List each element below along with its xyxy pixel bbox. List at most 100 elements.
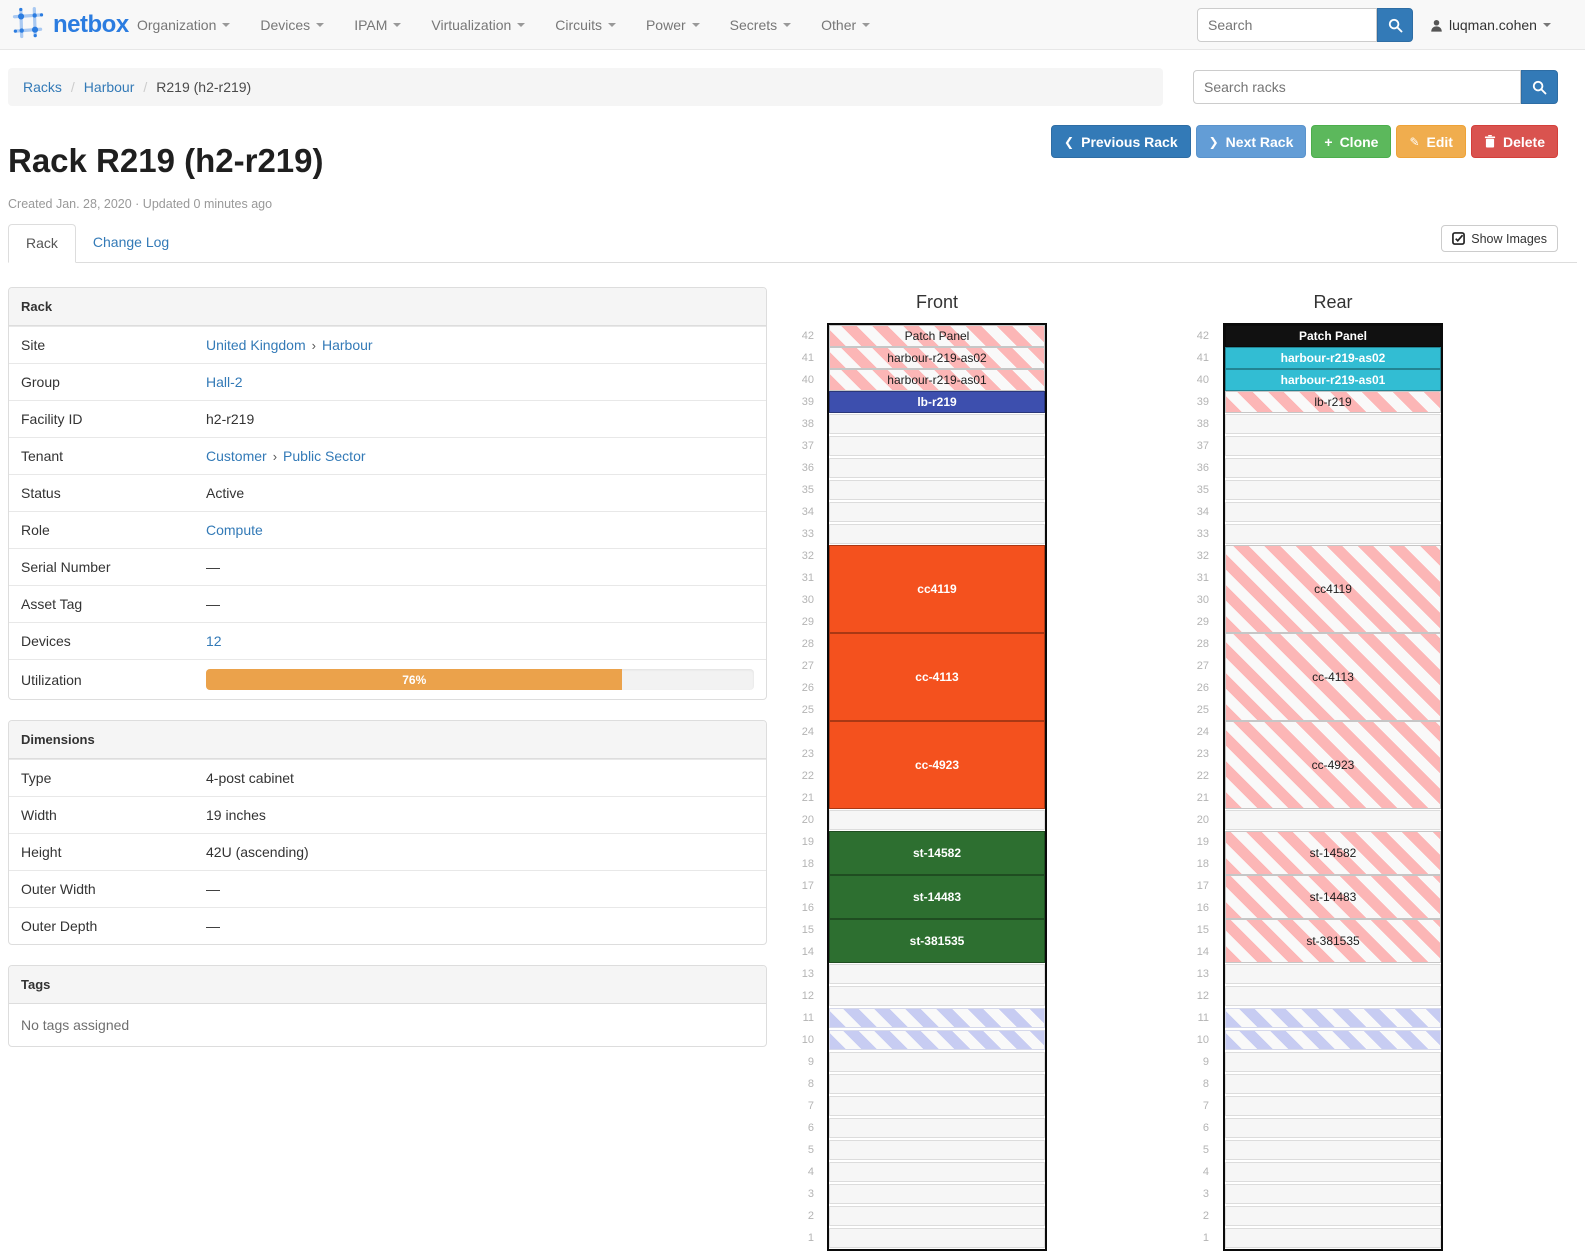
unit-number: 6 (1202, 1122, 1209, 1134)
device-block-harbour-r219-as02[interactable]: harbour-r219-as02 (829, 347, 1045, 369)
detail-label: Devices (21, 633, 71, 649)
device-block-lb-r219[interactable]: lb-r219 (1225, 391, 1441, 413)
nav-item-organization[interactable]: Organization (122, 0, 245, 50)
chevron-down-icon (316, 23, 325, 27)
device-block-cc4119[interactable]: cc4119 (1225, 545, 1441, 633)
detail-value: Active (206, 485, 754, 501)
rack-unit-empty (1225, 1228, 1441, 1248)
delete-button[interactable]: Delete (1470, 125, 1558, 158)
chevron-down-icon (862, 23, 871, 27)
nav-item-circuits[interactable]: Circuits (540, 0, 631, 50)
pencil-icon: ✎ (1409, 134, 1420, 149)
unit-number: 9 (1202, 1056, 1209, 1068)
unit-number: 32 (801, 550, 814, 562)
unit-number: 13 (801, 968, 814, 980)
show-images-button[interactable]: Show Images (1441, 225, 1558, 252)
rack-search-input[interactable] (1193, 70, 1521, 104)
nav-item-secrets[interactable]: Secrets (715, 0, 806, 50)
user-menu[interactable]: luqman.cohen (1430, 0, 1551, 50)
chevron-down-icon (783, 23, 792, 27)
detail-link[interactable]: Public Sector (283, 448, 366, 464)
nav-item-power[interactable]: Power (631, 0, 715, 50)
detail-link[interactable]: 12 (206, 633, 222, 649)
detail-value: 76% (206, 669, 754, 690)
check-square-icon (1452, 232, 1466, 245)
unit-number: 22 (801, 770, 814, 782)
chevron-left-icon: ❮ (1064, 134, 1075, 149)
detail-label: Outer Depth (21, 918, 98, 934)
rack-unit-empty (1225, 1074, 1441, 1094)
next-rack-button[interactable]: ❯ Next Rack (1195, 125, 1307, 158)
rack-unit-empty (1225, 1118, 1441, 1138)
device-block-cc-4923[interactable]: cc-4923 (829, 721, 1045, 809)
edit-button[interactable]: ✎ Edit (1396, 125, 1466, 158)
device-block-st-381535[interactable]: st-381535 (1225, 919, 1441, 963)
rack-unit-empty (829, 480, 1045, 500)
detail-link[interactable]: Harbour (321, 337, 373, 353)
panel-title: Dimensions (9, 721, 766, 759)
utilization-progress-bar: 76% (206, 669, 754, 690)
detail-label: Outer Width (21, 881, 96, 897)
unit-numbers-rear: 42 41 40 39 38 37 36 35 34 33 32 31 30 29 28 27 26 25 24 23… (1177, 325, 1209, 1249)
tab-change-log[interactable]: Change Log (92, 234, 170, 250)
unit-number: 24 (1196, 726, 1209, 738)
detail-link[interactable]: Customer (206, 448, 267, 464)
action-buttons: ❮ Previous Rack ❯ Next Rack + Clone ✎ Ed… (1000, 125, 1558, 158)
detail-value: — (206, 596, 754, 612)
rack-unit-empty (1225, 986, 1441, 1006)
rack-unit-empty (1225, 480, 1441, 500)
unit-number: 17 (801, 880, 814, 892)
clone-button[interactable]: + Clone (1311, 125, 1392, 158)
unit-number: 31 (1196, 572, 1209, 584)
rack-unit-empty (1225, 458, 1441, 478)
device-block-cc-4923[interactable]: cc-4923 (1225, 721, 1441, 809)
global-search-button[interactable] (1377, 8, 1413, 42)
tab-rack[interactable]: Rack (8, 224, 76, 263)
device-block-harbour-r219-as01[interactable]: harbour-r219-as01 (829, 369, 1045, 391)
device-block-st-14483[interactable]: st-14483 (1225, 875, 1441, 919)
detail-link[interactable]: Compute (206, 522, 263, 538)
breadcrumb-link[interactable]: Harbour (83, 79, 135, 95)
device-block-st-14582[interactable]: st-14582 (1225, 831, 1441, 875)
nav-item-virtualization[interactable]: Virtualization (416, 0, 540, 50)
unit-number: 6 (807, 1122, 814, 1134)
unit-number: 14 (1196, 946, 1209, 958)
nav-item-other[interactable]: Other (806, 0, 885, 50)
nav-item-ipam[interactable]: IPAM (339, 0, 416, 50)
netbox-brand[interactable]: netbox (10, 0, 129, 50)
created-updated-meta: Created Jan. 28, 2020 · Updated 0 minute… (8, 197, 273, 211)
rack-unit-empty (1225, 1184, 1441, 1204)
unit-number: 42 (801, 330, 814, 342)
previous-rack-button[interactable]: ❮ Previous Rack (1051, 125, 1191, 158)
device-block-lb-r219[interactable]: lb-r219 (829, 391, 1045, 413)
unit-number: 5 (1202, 1144, 1209, 1156)
unit-number: 22 (1196, 770, 1209, 782)
elevation-title-front: Front (915, 292, 958, 312)
device-block-harbour-r219-as01[interactable]: harbour-r219-as01 (1225, 369, 1441, 391)
detail-link[interactable]: United Kingdom (206, 337, 306, 353)
device-block-cc-4113[interactable]: cc-4113 (829, 633, 1045, 721)
device-block-st-14582[interactable]: st-14582 (829, 831, 1045, 875)
rack-unit-empty (829, 1228, 1045, 1248)
detail-row: Width 19 inches (9, 796, 766, 833)
rack-search-button[interactable] (1521, 70, 1558, 104)
unit-number: 35 (1196, 484, 1209, 496)
device-block-cc4119[interactable]: cc4119 (829, 545, 1045, 633)
detail-value: 19 inches (206, 807, 754, 823)
nav-item-devices[interactable]: Devices (245, 0, 339, 50)
unit-number: 15 (1196, 924, 1209, 936)
unit-number: 40 (801, 374, 814, 386)
detail-row: Tenant Customer › Public Sector (9, 437, 766, 474)
device-block-harbour-r219-as02[interactable]: harbour-r219-as02 (1225, 347, 1441, 369)
unit-number: 35 (801, 484, 814, 496)
breadcrumb-link[interactable]: Racks (23, 79, 62, 95)
breadcrumb-separator: / (143, 79, 148, 95)
global-search-input[interactable] (1197, 8, 1377, 42)
device-block-st-14483[interactable]: st-14483 (829, 875, 1045, 919)
unit-number: 10 (801, 1034, 814, 1046)
device-block-cc-4113[interactable]: cc-4113 (1225, 633, 1441, 721)
device-block-patch-panel[interactable]: Patch Panel (829, 325, 1045, 347)
device-block-patch-panel[interactable]: Patch Panel (1225, 325, 1441, 347)
detail-link[interactable]: Hall-2 (206, 374, 243, 390)
device-block-st-381535[interactable]: st-381535 (829, 919, 1045, 963)
